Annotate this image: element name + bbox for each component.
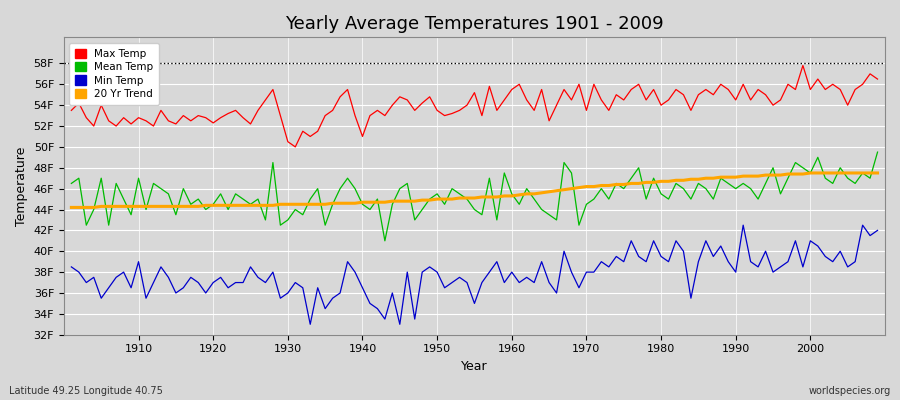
Y-axis label: Temperature: Temperature	[15, 146, 28, 226]
Title: Yearly Average Temperatures 1901 - 2009: Yearly Average Temperatures 1901 - 2009	[285, 15, 664, 33]
Legend: Max Temp, Mean Temp, Min Temp, 20 Yr Trend: Max Temp, Mean Temp, Min Temp, 20 Yr Tre…	[69, 42, 159, 105]
Text: worldspecies.org: worldspecies.org	[809, 386, 891, 396]
X-axis label: Year: Year	[461, 360, 488, 373]
Text: Latitude 49.25 Longitude 40.75: Latitude 49.25 Longitude 40.75	[9, 386, 163, 396]
